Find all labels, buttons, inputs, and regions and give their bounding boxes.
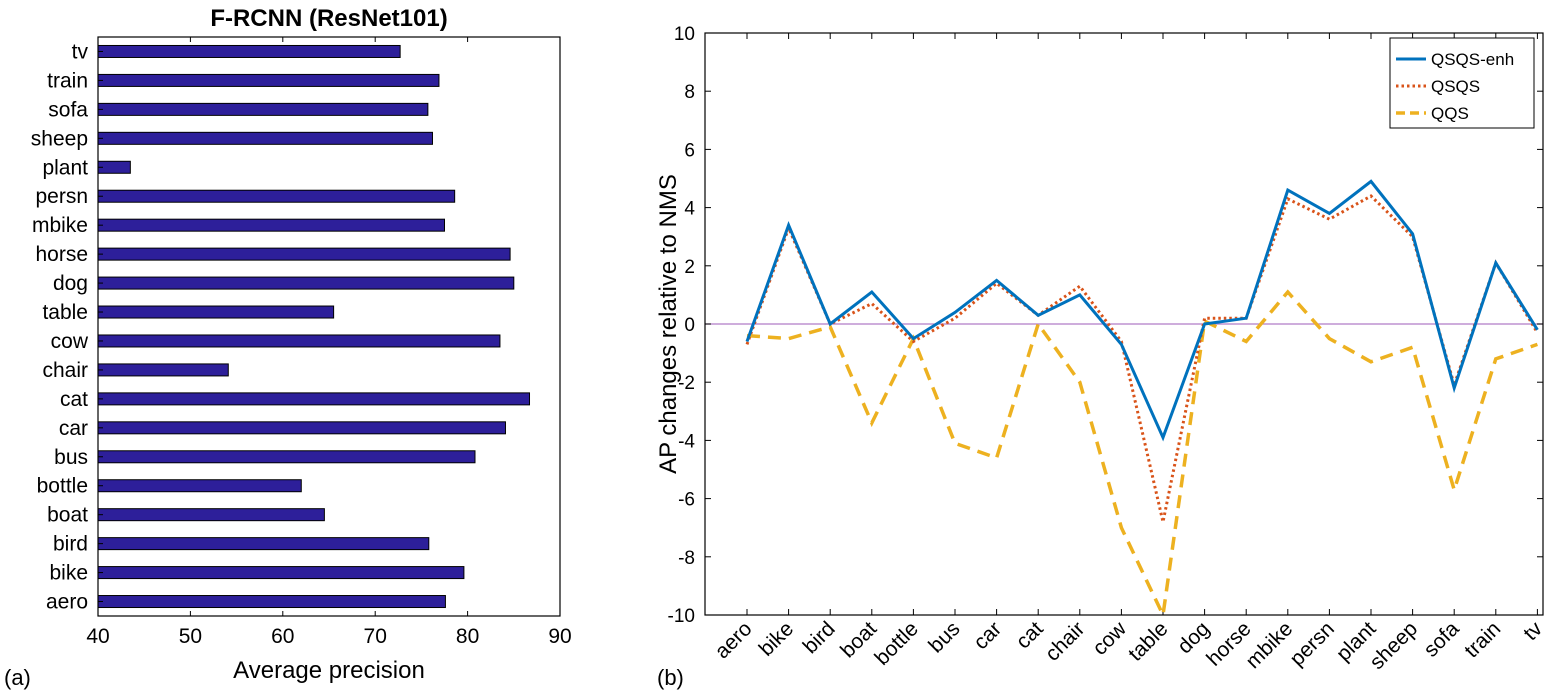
y-tick-label-cat: cat <box>60 388 88 411</box>
y-tick-label-car: car <box>59 417 88 440</box>
y-tick-label--8: -8 <box>678 548 695 569</box>
y-tick-label-sheep: sheep <box>31 127 88 150</box>
axes-frame-b <box>704 32 1544 616</box>
bar-persn <box>97 189 456 203</box>
bar-bike <box>97 566 465 580</box>
x-tick-label-40: 40 <box>86 625 109 648</box>
y-tick-label-2: 2 <box>684 257 695 278</box>
bar-mbike <box>97 218 445 232</box>
bar-dog <box>97 276 515 290</box>
x-tick-label-sofa: sofa <box>1419 617 1464 662</box>
legend: QSQS-enh QSQS QQS <box>1389 37 1535 129</box>
y-tick-label--6: -6 <box>678 490 695 511</box>
y-axis-label: AP changes relative to NMS <box>655 174 682 474</box>
y-tick-label-aero: aero <box>46 591 88 614</box>
y-tick-label-4: 4 <box>684 199 695 220</box>
plot-area-a <box>98 37 560 616</box>
x-tick-label-tv: tv <box>1519 617 1547 645</box>
y-tick-label-bird: bird <box>53 533 88 556</box>
x-tick-label-sheep: sheep <box>1365 617 1422 674</box>
y-tick-label-0: 0 <box>684 315 695 336</box>
x-tick-label-car: car <box>969 617 1006 654</box>
series-line-qqs <box>746 289 1538 621</box>
y-tick-label-8: 8 <box>684 82 695 103</box>
y-tick-label-10: 10 <box>674 24 695 45</box>
bar-boat <box>97 508 325 522</box>
panel-a-label: (a) <box>4 665 31 690</box>
x-tick-label-train: train <box>1460 617 1505 662</box>
y-tick-label-mbike: mbike <box>32 214 88 237</box>
y-tick-label--2: -2 <box>678 373 695 394</box>
bar-aero <box>97 595 446 609</box>
x-tick-label-bike: bike <box>755 617 799 661</box>
x-tick-label-bird: bird <box>799 617 840 658</box>
bar-chart-panel-a: aero bike bird boat bottle bus car cat chair cow t… <box>31 5 572 684</box>
x-tick-label-80: 80 <box>456 625 479 648</box>
chart-title: F-RCNN (ResNet101) <box>210 5 447 32</box>
x-tick-label-mbike: mbike <box>1241 617 1297 673</box>
x-tick-label-persn: persn <box>1286 617 1339 670</box>
x-tick-label-table: table <box>1124 617 1172 665</box>
x-axis-label: Average precision <box>233 657 425 684</box>
bar-tv <box>97 44 401 58</box>
x-tick-label-cow: cow <box>1088 617 1131 660</box>
x-tick-label-chair: chair <box>1041 617 1089 665</box>
y-tick-label-chair: chair <box>42 359 88 382</box>
x-tick-label-bus: bus <box>924 617 964 657</box>
legend-label-qsqs: QSQS <box>1431 77 1480 96</box>
panel-b-label: (b) <box>657 665 684 690</box>
bar-bus <box>97 450 476 464</box>
bar-chair <box>97 363 229 377</box>
bar-cat <box>97 392 531 406</box>
y-tick-label-bike: bike <box>49 562 88 585</box>
y-tick-label-dog: dog <box>53 272 88 295</box>
bar-sofa <box>97 102 429 116</box>
y-tick-label-tv: tv <box>72 40 89 63</box>
x-tick-label-70: 70 <box>364 625 387 648</box>
bar-sheep <box>97 131 433 145</box>
bar-horse <box>97 247 511 261</box>
series-line-qsqs-enh <box>745 179 1539 442</box>
y-tick-label-table: table <box>42 301 88 324</box>
y-tick-label-persn: persn <box>35 185 88 208</box>
y-tick-label-train: train <box>47 69 88 92</box>
x-tick-label-90: 90 <box>548 625 571 648</box>
y-tick-label-sofa: sofa <box>48 98 88 121</box>
y-tick-label-boat: boat <box>47 504 88 527</box>
x-tick-label-aero: aero <box>711 617 757 663</box>
axes-frame-a <box>97 36 561 617</box>
x-tick-label-50: 50 <box>179 625 202 648</box>
y-tick-label-horse: horse <box>35 243 88 266</box>
y-tick-label-6: 6 <box>684 140 695 161</box>
x-tick-label-60: 60 <box>271 625 294 648</box>
bar-car <box>97 421 506 435</box>
y-tick-label-bottle: bottle <box>37 475 88 498</box>
y-tick-label-plant: plant <box>42 156 88 179</box>
bar-cow <box>97 334 501 348</box>
y-tick-label-bus: bus <box>54 446 88 469</box>
y-tick-label--10: -10 <box>668 606 695 627</box>
bar-train <box>97 73 440 87</box>
bar-bird <box>97 537 430 551</box>
y-tick-label--4: -4 <box>678 431 695 452</box>
x-tick-label-bottle: bottle <box>870 617 923 670</box>
y-tick-label-cow: cow <box>51 330 89 353</box>
bar-bottle <box>97 479 302 493</box>
legend-label-qsqs-enh: QSQS-enh <box>1431 50 1514 69</box>
bar-table <box>97 305 335 319</box>
legend-label-qqs: QQS <box>1431 104 1469 123</box>
